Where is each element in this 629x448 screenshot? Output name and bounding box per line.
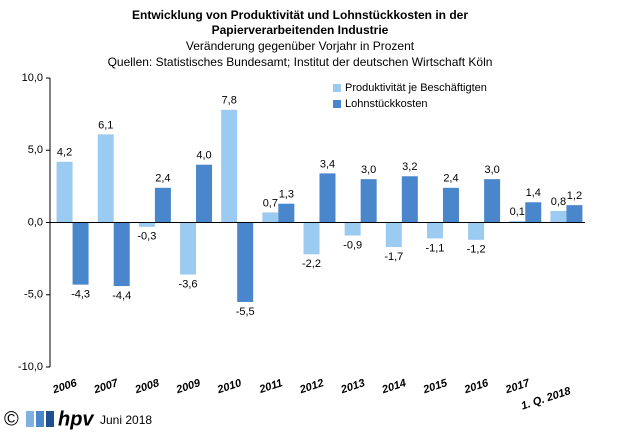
value-label: -1,1 (425, 242, 444, 254)
logo-icon (26, 411, 54, 427)
y-tick-label: 10,0 (22, 72, 43, 84)
value-label: 6,1 (98, 119, 113, 131)
x-tick-label: 2011 (257, 377, 284, 396)
bar (262, 212, 279, 223)
value-label: 3,4 (320, 158, 335, 170)
x-tick-label: 2009 (174, 377, 203, 397)
value-label: -2,2 (302, 258, 321, 270)
bar (509, 221, 526, 223)
bar (72, 222, 89, 285)
logo: hpv (58, 408, 95, 430)
value-label: -0,3 (137, 231, 156, 243)
bar (401, 176, 418, 223)
subtitle: Quellen: Statistisches Bundesamt; Instit… (108, 55, 493, 69)
bar (97, 134, 114, 223)
value-label: 0,8 (551, 196, 566, 208)
legend-swatch (333, 100, 341, 108)
y-tick-label: -5,0 (24, 289, 43, 301)
bar (278, 203, 295, 223)
legend-swatch (333, 84, 341, 92)
chart-title: Entwicklung von Produktivität und Lohnst… (132, 8, 468, 22)
bar (550, 210, 567, 223)
value-label: 1,2 (567, 190, 582, 202)
bar (566, 205, 583, 223)
x-tick-label: 2007 (92, 377, 121, 397)
bar (196, 164, 213, 223)
x-tick-label: 2008 (133, 377, 162, 397)
value-label: 3,0 (484, 164, 499, 176)
value-label: -4,3 (71, 289, 90, 301)
x-tick-label: 2012 (297, 377, 325, 396)
bar (56, 161, 73, 223)
bar (154, 187, 171, 223)
bar (138, 222, 155, 227)
value-label: 0,7 (263, 197, 278, 209)
legend-label: Lohnstückkosten (345, 98, 428, 110)
bar (525, 202, 542, 223)
x-tick-label: 2017 (503, 377, 532, 397)
y-tick-label: -10,0 (18, 361, 43, 373)
x-tick-label: 2016 (462, 377, 491, 397)
y-tick-label: 0,0 (28, 216, 43, 228)
subtitle: Veränderung gegenüber Vorjahr in Prozent (186, 39, 415, 53)
value-label: -4,4 (112, 290, 131, 302)
value-label: 3,0 (361, 164, 376, 176)
value-label: 7,8 (222, 95, 237, 107)
value-label: -0,9 (343, 239, 362, 251)
bar (360, 179, 377, 223)
value-label: 2,4 (155, 173, 170, 185)
y-tick-label: 5,0 (28, 144, 43, 156)
x-tick-label: 2013 (339, 377, 367, 396)
date: Juni 2018 (100, 413, 152, 427)
bar (237, 222, 254, 302)
value-label: 4,0 (196, 150, 211, 162)
legend-label: Produktivität je Beschäftigten (345, 82, 487, 94)
chart-title: Papierverarbeitenden Industrie (212, 23, 389, 37)
bar (221, 109, 238, 223)
bar (468, 222, 485, 240)
value-label: 1,3 (279, 189, 294, 201)
value-label: 4,2 (57, 147, 72, 159)
value-label: 1,4 (526, 187, 541, 199)
x-tick-label: 2006 (50, 377, 79, 397)
value-label: -1,2 (467, 244, 486, 256)
value-label: -3,6 (179, 278, 198, 290)
bar (385, 222, 402, 248)
value-label: 2,4 (443, 173, 458, 185)
x-tick-label: 2014 (380, 377, 408, 396)
bar (319, 173, 336, 223)
value-label: 0,1 (510, 206, 525, 218)
value-label: -1,7 (384, 251, 403, 263)
copyright: © (4, 408, 19, 430)
value-label: -5,5 (236, 306, 255, 318)
bar (442, 187, 459, 223)
bar (344, 222, 361, 236)
bar (484, 179, 501, 223)
bar (303, 222, 320, 255)
bar (113, 222, 130, 287)
x-tick-label: 2010 (215, 377, 244, 397)
x-tick-label: 2015 (421, 377, 450, 397)
bar (426, 222, 443, 239)
bar (180, 222, 197, 275)
value-label: 3,2 (402, 161, 417, 173)
